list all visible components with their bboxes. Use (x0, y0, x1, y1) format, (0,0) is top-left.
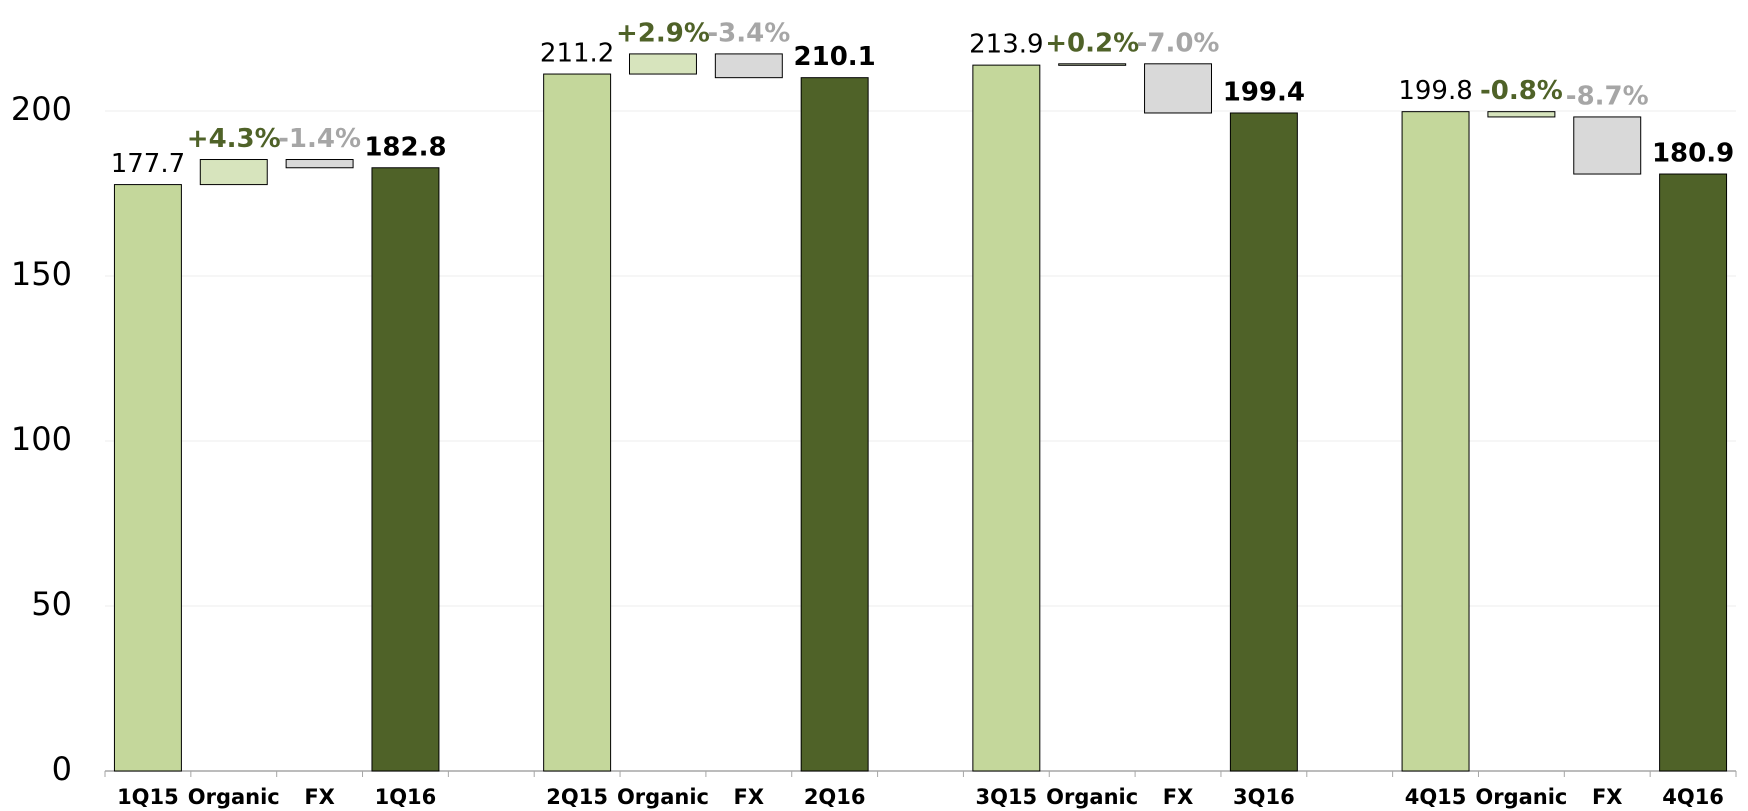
value-label: 177.7 (111, 149, 185, 179)
value-label: +0.2% (1045, 28, 1139, 58)
bar (1659, 173, 1728, 772)
value-label: 213.9 (969, 30, 1043, 60)
bar (1573, 116, 1642, 175)
bar (1229, 112, 1298, 772)
x-tick-label: FX (1592, 785, 1623, 809)
x-tick-label: 2Q15 (546, 785, 608, 809)
bar (371, 167, 440, 772)
bar (113, 184, 182, 772)
bar (628, 53, 697, 75)
value-label: -1.4% (278, 124, 361, 154)
y-tick-label: 100 (11, 420, 72, 458)
y-tick-label: 0 (52, 750, 72, 788)
value-label: 199.4 (1223, 77, 1305, 107)
x-tick-label: 1Q15 (117, 785, 179, 809)
x-tick-label: FX (304, 785, 335, 809)
bar (800, 77, 869, 772)
value-label: +4.3% (187, 124, 281, 154)
value-label: 210.1 (794, 42, 876, 72)
bar (1144, 63, 1213, 114)
x-tick-label: FX (734, 785, 765, 809)
x-tick-label: Organic (1475, 785, 1567, 809)
bar (1487, 111, 1556, 118)
x-tick-label: 3Q16 (1233, 785, 1295, 809)
value-label: 211.2 (540, 39, 614, 69)
value-label: -7.0% (1137, 28, 1220, 58)
x-tick-label: 2Q16 (804, 785, 866, 809)
bar (285, 159, 354, 169)
value-label: -8.7% (1566, 81, 1649, 111)
value-label: -0.8% (1480, 76, 1563, 106)
x-tick-label: 4Q15 (1405, 785, 1467, 809)
bar (714, 53, 783, 79)
bar (1058, 63, 1127, 66)
value-label: -3.4% (707, 18, 790, 48)
y-tick-label: 200 (11, 90, 72, 128)
y-tick-label: 150 (11, 255, 72, 293)
x-tick-label: 1Q16 (375, 785, 437, 809)
x-tick-label: Organic (188, 785, 280, 809)
y-tick-label: 50 (31, 585, 72, 623)
x-tick-label: 4Q16 (1662, 785, 1724, 809)
value-label: 199.8 (1398, 76, 1472, 106)
value-label: 180.9 (1652, 139, 1734, 169)
x-tick-label: FX (1163, 785, 1194, 809)
value-label: 182.8 (364, 132, 446, 162)
bar (972, 64, 1041, 772)
value-label: +2.9% (616, 18, 710, 48)
x-tick-label: Organic (617, 785, 709, 809)
bar (543, 73, 612, 772)
bar (199, 159, 268, 186)
x-tick-label: 3Q15 (975, 785, 1037, 809)
bar (1401, 111, 1470, 772)
x-tick-label: Organic (1046, 785, 1138, 809)
